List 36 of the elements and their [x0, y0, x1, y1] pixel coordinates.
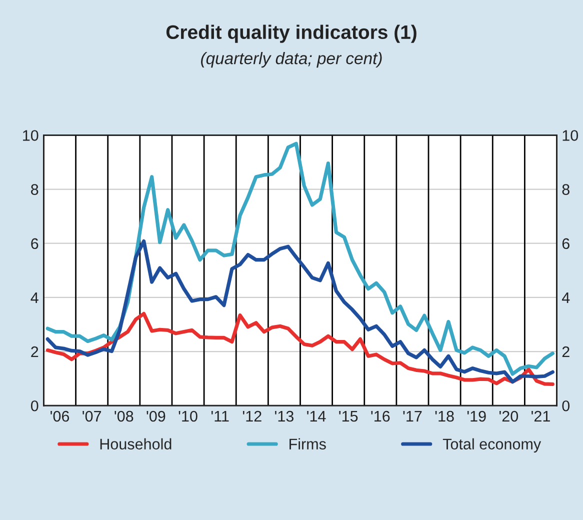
line-series — [46, 312, 554, 386]
line-series — [46, 239, 554, 384]
y-tick-label: 6 — [31, 238, 38, 250]
x-tick-label: '10 — [178, 410, 198, 422]
x-tick-label: '15 — [339, 411, 358, 422]
y2-tick-label: 4 — [562, 292, 570, 303]
y2-tick-label: 10 — [562, 130, 578, 141]
x-tick-label: '17 — [403, 411, 422, 422]
x-tick-label: '06 — [50, 410, 70, 422]
line-series — [46, 142, 554, 376]
chart-title: Credit quality indicators (1) — [166, 24, 416, 43]
x-tick-label: '14 — [307, 411, 326, 422]
legend-label: Household — [100, 438, 172, 450]
x-tick-label: '20 — [499, 410, 518, 422]
y2-tick-label: 0 — [562, 400, 570, 412]
y-tick-label: 4 — [30, 292, 38, 303]
y-tick-label: 0 — [30, 400, 38, 412]
x-tick-label: '18 — [435, 410, 454, 422]
legend-label: Firms — [290, 438, 326, 450]
x-tick-label: '08 — [114, 410, 134, 422]
x-tick-label: '21 — [532, 410, 550, 422]
chart-subtitle: (quarterly data; per cent) — [201, 52, 382, 68]
x-tick-label: '09 — [146, 410, 166, 422]
y-tick-label: 8 — [31, 184, 38, 195]
x-tick-label: '07 — [82, 410, 102, 422]
y-tick-label: 2 — [31, 346, 38, 358]
x-tick-label: '12 — [242, 410, 262, 422]
y2-tick-label: 8 — [562, 184, 570, 195]
legend-label: Total economy — [442, 438, 542, 453]
y2-tick-label: 2 — [562, 346, 570, 358]
x-tick-label: '19 — [467, 410, 486, 422]
y-tick-label: 10 — [23, 130, 38, 141]
x-tick-label: '16 — [371, 410, 390, 422]
y2-tick-label: 6 — [562, 238, 570, 250]
x-tick-label: '11 — [211, 411, 229, 422]
x-tick-label: '13 — [275, 410, 294, 422]
